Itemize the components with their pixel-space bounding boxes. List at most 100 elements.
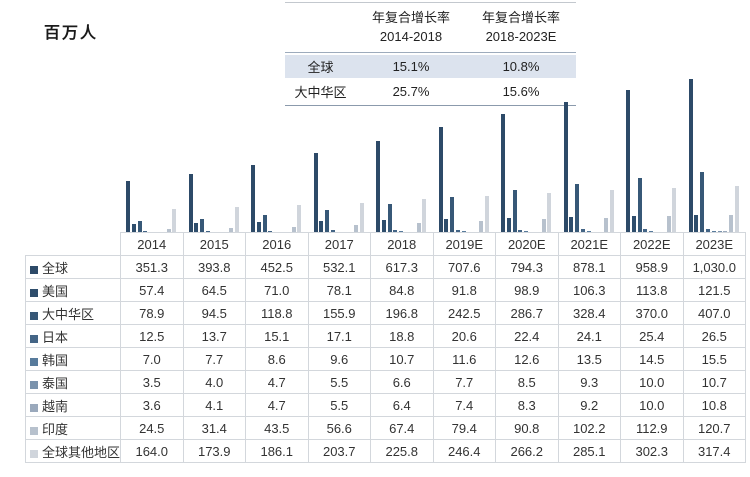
chart-bar [575,183,580,233]
value-cell: 7.7 [432,370,496,394]
chart-bar [325,209,330,233]
value-cell: 266.2 [495,439,559,463]
chart-bar [734,185,739,233]
year-header-2021E: 2021E [557,232,621,256]
value-cell: 8.3 [495,393,559,417]
value-cell: 106.3 [557,278,621,302]
table-row: 全球 351.3 393.8 452.5 532.1 617.3 707.6 794.3 878… [25,255,746,279]
value-cell: 94.5 [182,301,246,325]
year-header-2016: 2016 [245,232,309,256]
table-row: 越南 3.6 4.1 4.7 5.5 6.4 7.4 8.3 9.2 10.0 10.8 [25,393,746,417]
chart-bar [297,205,302,233]
value-cell: 302.3 [620,439,684,463]
value-cell: 10.0 [620,393,684,417]
series-label: 泰国 [42,375,69,391]
chart-bar [518,229,523,233]
value-cell: 4.7 [245,393,309,417]
cagr-col-header-1: 年复合增长率 2014-2018 [356,9,466,47]
value-cell: 78.1 [307,278,371,302]
chart-bar [393,230,398,233]
value-cell: 64.5 [182,278,246,302]
legend-swatch-icon [30,449,38,458]
chart-bar [649,230,654,233]
table-row: 大中华区 78.9 94.5 118.8 155.9 196.8 242.5 286.7 328… [25,301,746,325]
value-cell: 102.2 [557,416,621,440]
value-cell: 20.6 [432,324,496,348]
legend-swatch-icon [30,311,38,320]
value-cell: 26.5 [682,324,746,348]
legend-swatch-icon [30,380,38,389]
table-row: 全球其他地区 164.0 173.9 186.1 203.7 225.8 246.4 266.… [25,439,746,463]
chart-bar [666,216,671,233]
chart-bar [229,228,234,233]
value-cell: 9.6 [307,347,371,371]
value-cell: 120.7 [682,416,746,440]
chart-bar [547,193,552,233]
value-cell: 90.8 [495,416,559,440]
legend-swatch-icon [30,357,38,366]
value-cell: 958.9 [620,255,684,279]
value-cell: 84.8 [370,278,434,302]
chart-bar [387,203,392,233]
value-cell: 3.6 [120,393,184,417]
value-cell: 8.5 [495,370,559,394]
year-header-2020E: 2020E [495,232,559,256]
series-label: 印度 [42,421,69,437]
series-label: 越南 [42,398,69,414]
bar-chart [120,70,745,233]
chart-bar [262,215,267,233]
cagr-greater-china-2014-2018: 25.7% [392,83,430,99]
chart-bar [291,226,296,233]
value-cell: 10.7 [370,347,434,371]
chart-bar [381,220,386,233]
value-cell: 155.9 [307,301,371,325]
year-header-2023E: 2023E [682,232,746,256]
chart-bar [330,230,335,233]
value-cell: 14.5 [620,347,684,371]
legend-swatch-icon [30,265,38,274]
cagr-row-greater-china: 大中华区 25.7% 15.6% [285,80,576,103]
bar-group-2020E [495,70,558,233]
chart-bar [501,114,506,233]
value-cell: 78.9 [120,301,184,325]
value-cell: 15.5 [682,347,746,371]
cagr-greater-china-2018-2023: 15.6% [502,83,540,99]
table-row: 印度 24.5 31.4 43.5 56.6 67.4 79.4 90.8 102.2 112.9… [25,416,746,440]
bar-group-2023E [683,70,746,233]
chart-bar [137,221,142,233]
value-cell: 246.4 [432,439,496,463]
value-cell: 317.4 [682,439,746,463]
value-cell: 67.4 [370,416,434,440]
bar-group-2018 [370,70,433,233]
chart-bar [455,229,460,233]
chart-bar [729,215,734,233]
table-row: 韩国 7.0 7.7 8.6 9.6 10.7 11.6 12.6 13.5 14.5 15.5 [25,347,746,371]
cagr-row-global-label: 全球 [307,59,334,75]
value-cell: 17.1 [307,324,371,348]
value-cell: 285.1 [557,439,621,463]
series-label: 日本 [42,329,69,345]
chart-bar [672,187,677,233]
value-cell: 164.0 [120,439,184,463]
table-row: 泰国 3.5 4.0 4.7 5.5 6.6 7.7 8.5 9.3 10.0 10.7 [25,370,746,394]
value-cell: 91.8 [432,278,496,302]
chart-bar [126,180,131,233]
chart-bar [705,229,710,233]
series-label-cell: 泰国 [25,370,121,394]
chart-bar [251,165,256,233]
value-cell: 8.6 [245,347,309,371]
value-cell: 452.5 [245,255,309,279]
chart-bar [194,223,199,233]
chart-bar [354,224,359,233]
value-cell: 286.7 [495,301,559,325]
cagr-col2-title: 年复合增长率 [481,10,560,25]
value-cell: 57.4 [120,278,184,302]
cagr-table-bottom-border [285,104,576,106]
bar-group-2022E [620,70,683,233]
chart-bar [569,217,574,233]
value-cell: 5.5 [307,393,371,417]
chart-bar [563,101,568,233]
y-axis-unit-label: 百万人 [44,25,99,42]
chart-bar [450,196,455,233]
year-header-2015: 2015 [182,232,246,256]
